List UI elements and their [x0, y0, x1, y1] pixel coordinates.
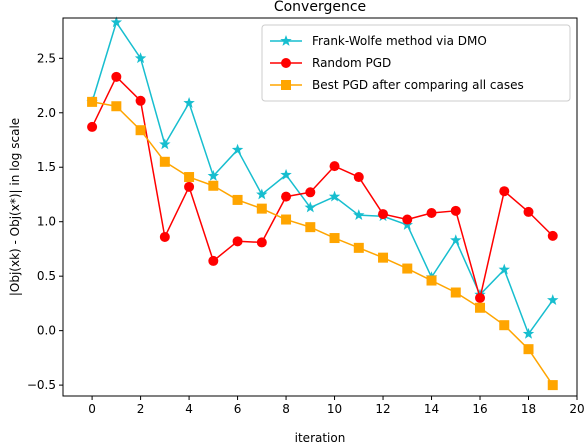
series-2-point: [208, 180, 219, 191]
legend-marker: [281, 58, 291, 68]
series-2-point: [281, 214, 292, 225]
y-axis-title: |Obj(xk) - Obj(x*)| in log scale: [8, 118, 22, 296]
series-1-point: [547, 230, 558, 241]
series-2-point: [402, 263, 413, 274]
x-tick-label: 18: [521, 402, 536, 416]
x-tick-label: 4: [185, 402, 193, 416]
y-tick-label: 1.0: [37, 215, 56, 229]
chart-title: Convergence: [274, 0, 366, 15]
legend-marker: [280, 35, 292, 46]
series-1-point: [159, 231, 170, 242]
series-1-point: [111, 71, 122, 82]
series-1-point: [523, 206, 534, 217]
series-0-point: [450, 234, 462, 246]
series-1-point: [208, 255, 219, 266]
series-2-point: [87, 96, 98, 107]
x-tick-label: 2: [137, 402, 145, 416]
series-2-point: [184, 172, 195, 183]
series-2-point: [232, 194, 243, 205]
series-1-point: [329, 161, 340, 172]
legend-label: Best PGD after comparing all cases: [312, 78, 524, 92]
series-2-point: [426, 275, 437, 286]
series-0-point: [110, 16, 123, 28]
series-2-point: [499, 320, 510, 331]
legend-label: Random PGD: [312, 56, 391, 70]
series-2-point: [135, 125, 146, 136]
series-0-point: [304, 201, 317, 213]
series-0-point: [231, 143, 244, 155]
series-1-point: [499, 186, 510, 197]
legend-label: Frank-Wolfe method via DMO: [312, 34, 487, 48]
series-0-point: [256, 188, 268, 200]
plot-area: [86, 16, 559, 391]
series-0-point: [328, 190, 341, 202]
series-0-point: [159, 138, 171, 150]
series-1-point: [256, 237, 267, 248]
series-2-point: [256, 203, 267, 214]
series-0-point: [522, 327, 535, 339]
series-1-point: [87, 121, 98, 132]
series-line-1: [91, 76, 554, 299]
y-tick-label: 2.0: [37, 106, 56, 120]
series-2-point: [353, 242, 364, 253]
series-2-point: [378, 252, 389, 263]
series-2-point: [523, 344, 534, 355]
series-2-point: [547, 380, 558, 391]
x-axis: 0 2 4 6 8 10 12 14 16 18 20: [88, 396, 585, 416]
y-axis: −0.5 0.0 0.5 1.0 1.5 2.0 2.5: [27, 51, 63, 392]
series-0-point: [280, 168, 292, 180]
series-2-point: [450, 287, 461, 298]
series-1-point: [184, 181, 195, 192]
legend-marker: [281, 80, 291, 90]
x-tick-label: 8: [282, 402, 290, 416]
series-1-point: [426, 207, 437, 218]
y-tick-label: 2.5: [37, 51, 56, 65]
series-0-point: [183, 96, 195, 108]
series-2-point: [475, 302, 486, 313]
series-1-point: [450, 205, 461, 216]
x-tick-label: 10: [327, 402, 342, 416]
series-2-point: [111, 101, 122, 112]
series-1-point: [378, 209, 389, 220]
series-1-point: [353, 172, 364, 183]
series-1-point: [475, 292, 486, 303]
x-tick-label: 6: [234, 402, 242, 416]
series-1-point: [281, 191, 292, 202]
x-tick-label: 0: [88, 402, 96, 416]
y-tick-label: −0.5: [27, 378, 56, 392]
series-1-point: [402, 214, 413, 225]
series-1-point: [305, 187, 316, 198]
x-tick-label: 20: [569, 402, 584, 416]
series-0-point: [134, 52, 147, 64]
x-tick-label: 12: [375, 402, 390, 416]
series-2-point: [159, 156, 170, 167]
series-0-point: [498, 263, 510, 275]
x-tick-label: 14: [424, 402, 439, 416]
x-axis-title: iteration: [295, 431, 346, 444]
y-tick-label: 0.0: [37, 324, 56, 338]
y-tick-label: 1.5: [37, 160, 56, 174]
series-2-point: [329, 233, 340, 244]
x-tick-label: 16: [472, 402, 487, 416]
series-0-point: [353, 209, 365, 221]
series-line-2: [91, 101, 554, 386]
legend: Frank-Wolfe method via DMO Random PGD Best…: [261, 24, 571, 102]
series-2-point: [305, 222, 316, 233]
y-tick-label: 0.5: [37, 269, 56, 283]
series-1-point: [135, 95, 146, 106]
plot-frame: [62, 17, 578, 397]
legend-box: [261, 24, 571, 102]
series-1-point: [232, 236, 243, 247]
series-0-point: [547, 294, 559, 305]
series-0-point: [207, 169, 220, 181]
